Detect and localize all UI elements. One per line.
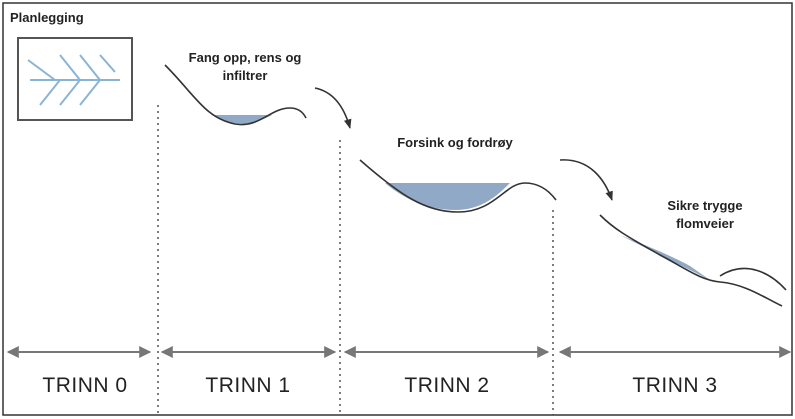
annotation: infiltrer [223,68,268,83]
annotation: Forsink og fordrøy [397,135,513,150]
planning-icon [17,37,133,121]
planning-title: Planlegging [10,10,84,25]
stage-label: TRINN 3 [632,374,717,397]
annotation: Sikre trygge [667,198,742,213]
terrain-2 [359,159,613,213]
stage-label: TRINN 0 [42,374,127,397]
annotation: Fang opp, rens og [189,50,302,65]
stage-label: TRINN 1 [205,374,290,397]
annotation: flomveier [676,216,734,231]
terrain-1 [164,64,352,129]
terrain-3 [599,214,787,307]
stage-label: TRINN 2 [404,374,489,397]
